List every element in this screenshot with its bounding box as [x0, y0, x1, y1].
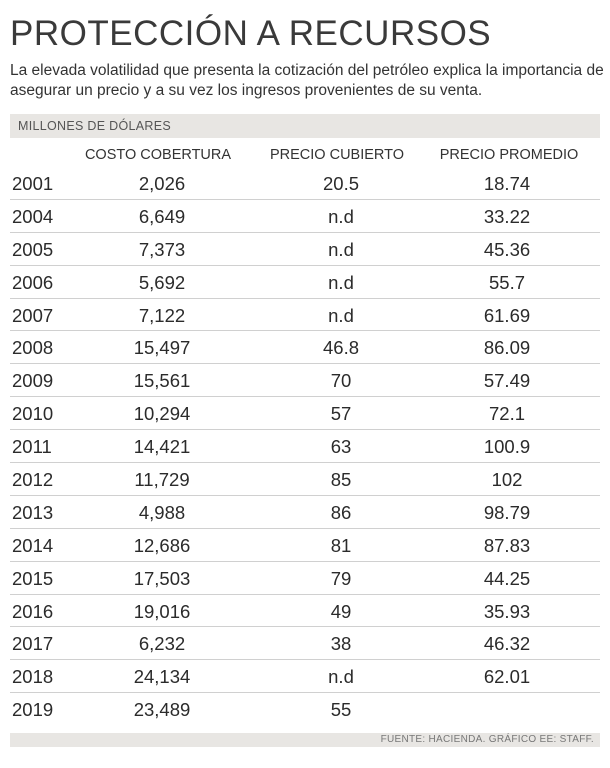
- precio-promedio-cell: 61.69: [483, 304, 531, 326]
- costo-cobertura-cell: 12,686: [133, 534, 191, 556]
- costo-cobertura-cell: 23,489: [133, 699, 191, 721]
- year-cell: 2015: [12, 567, 54, 589]
- costo-cobertura-cell: 6,649: [138, 205, 186, 227]
- year-cell: 2008: [12, 337, 54, 359]
- costo-cobertura-cell: 2,026: [138, 173, 186, 194]
- table-row: 2018 24,134 n.d 62.01: [10, 660, 600, 694]
- precio-cubierto-cell: 55: [330, 699, 352, 721]
- table-row: 2014 12,686 81 87.83: [10, 529, 600, 562]
- precio-cubierto-cell: 81: [330, 534, 352, 556]
- precio-promedio-cell: 45.36: [483, 238, 531, 260]
- column-header-precio-promedio: PRECIO PROMEDIO: [439, 147, 579, 163]
- costo-cobertura-cell: 10,294: [133, 403, 191, 425]
- costo-cobertura-cell: 17,503: [133, 567, 191, 589]
- year-cell: 2016: [12, 600, 54, 622]
- column-header-costo-cobertura: COSTO COBERTURA: [84, 147, 232, 163]
- precio-promedio-cell: 86.09: [483, 337, 531, 359]
- costo-cobertura-cell: 14,421: [133, 436, 191, 458]
- precio-promedio-cell: 98.79: [483, 501, 531, 523]
- footer-band: FUENTE: HACIENDA. GRÁFICO EE: STAFF.: [10, 733, 600, 747]
- year-cell: 2018: [12, 666, 54, 688]
- year-cell: 2004: [12, 205, 54, 227]
- precio-promedio-cell: 102: [491, 469, 523, 491]
- costo-cobertura-cell: 7,122: [138, 304, 186, 326]
- table-row: 2001 2,026 20.5 18.74: [10, 167, 600, 200]
- precio-cubierto-cell: 38: [330, 633, 352, 655]
- precio-cubierto-cell: 79: [330, 567, 352, 589]
- costo-cobertura-cell: 15,497: [133, 337, 191, 359]
- year-cell: 2001: [12, 173, 54, 194]
- table-row: 2019 23,489 55: [10, 693, 600, 731]
- year-cell: 2010: [12, 403, 54, 425]
- table-row: 2013 4,988 86 98.79: [10, 496, 600, 529]
- precio-promedio-cell: 87.83: [483, 534, 531, 556]
- precio-cubierto-cell: 63: [330, 436, 352, 458]
- precio-cubierto-cell: n.d: [328, 205, 354, 227]
- precio-promedio-cell: 33.22: [483, 205, 531, 227]
- table-row: 2008 15,497 46.8 86.09: [10, 331, 600, 365]
- year-cell: 2005: [12, 238, 54, 260]
- precio-promedio-cell: 72.1: [488, 403, 526, 425]
- column-header-precio-cubierto: PRECIO CUBIERTO: [269, 147, 405, 163]
- costo-cobertura-cell: 4,988: [138, 501, 186, 523]
- precio-cubierto-cell: n.d: [328, 271, 354, 293]
- precio-promedio-cell: 100.9: [483, 436, 531, 458]
- precio-cubierto-cell: 46.8: [322, 337, 360, 359]
- year-cell: 2017: [12, 633, 54, 655]
- precio-promedio-cell: 46.32: [483, 633, 531, 655]
- year-cell: 2011: [12, 436, 52, 458]
- year-cell: 2014: [12, 534, 54, 556]
- precio-cubierto-cell: 49: [330, 600, 352, 622]
- precio-promedio-cell: 55.7: [488, 271, 526, 293]
- precio-promedio-cell: 18.74: [483, 173, 531, 194]
- table-row: 2009 15,561 70 57.49: [10, 364, 600, 398]
- page-title: PROTECCIÓN A RECURSOS: [10, 14, 492, 53]
- year-cell: 2019: [12, 699, 54, 721]
- precio-cubierto-cell: 70: [330, 370, 352, 392]
- costo-cobertura-cell: 19,016: [133, 600, 191, 622]
- year-cell: 2012: [12, 469, 54, 491]
- precio-cubierto-cell: 86: [330, 501, 352, 523]
- costo-cobertura-cell: 5,692: [138, 271, 186, 293]
- table-row: 2012 11,729 85 102: [10, 463, 600, 496]
- precio-cubierto-cell: 85: [330, 469, 352, 491]
- table-row: 2004 6,649 n.d 33.22: [10, 200, 600, 233]
- table-row: 2010 10,294 57 72.1: [10, 397, 600, 431]
- table-row: 2017 6,232 38 46.32: [10, 627, 600, 661]
- precio-cubierto-cell: n.d: [328, 666, 354, 688]
- table-row: 2007 7,122 n.d 61.69: [10, 299, 600, 332]
- precio-cubierto-cell: n.d: [328, 304, 354, 326]
- page-subtitle: La elevada volatilidad que presenta la c…: [10, 62, 604, 99]
- precio-promedio-cell: 57.49: [483, 370, 531, 392]
- costo-cobertura-cell: 15,561: [133, 370, 191, 392]
- precio-cubierto-cell: 57: [330, 403, 352, 425]
- precio-promedio-cell: 44.25: [483, 567, 531, 589]
- table-row: 2005 7,373 n.d 45.36: [10, 233, 600, 266]
- costo-cobertura-cell: 24,134: [133, 666, 191, 688]
- year-cell: 2009: [12, 370, 54, 392]
- data-table: 2001 2,026 20.5 18.74 2004 6,649 n.d 33.22 2005 7…: [10, 167, 600, 731]
- year-cell: 2007: [12, 304, 54, 326]
- units-band: MILLONES DE DÓLARES: [10, 114, 600, 138]
- costo-cobertura-cell: 11,729: [134, 469, 190, 491]
- precio-promedio-cell: 62.01: [483, 666, 531, 688]
- costo-cobertura-cell: 6,232: [138, 633, 186, 655]
- year-cell: 2006: [12, 271, 54, 293]
- table-row: 2011 14,421 63 100.9: [10, 430, 600, 464]
- units-label: MILLONES DE DÓLARES: [18, 119, 171, 133]
- table-row: 2006 5,692 n.d 55.7: [10, 266, 600, 299]
- source-credit: FUENTE: HACIENDA. GRÁFICO EE: STAFF.: [380, 734, 594, 745]
- precio-promedio-cell: 35.93: [483, 600, 531, 622]
- table-row: 2015 17,503 79 44.25: [10, 562, 600, 595]
- costo-cobertura-cell: 7,373: [138, 238, 186, 260]
- precio-cubierto-cell: n.d: [328, 238, 354, 260]
- table-row: 2016 19,016 49 35.93: [10, 595, 600, 628]
- precio-cubierto-cell: 20.5: [322, 173, 360, 194]
- year-cell: 2013: [12, 501, 54, 523]
